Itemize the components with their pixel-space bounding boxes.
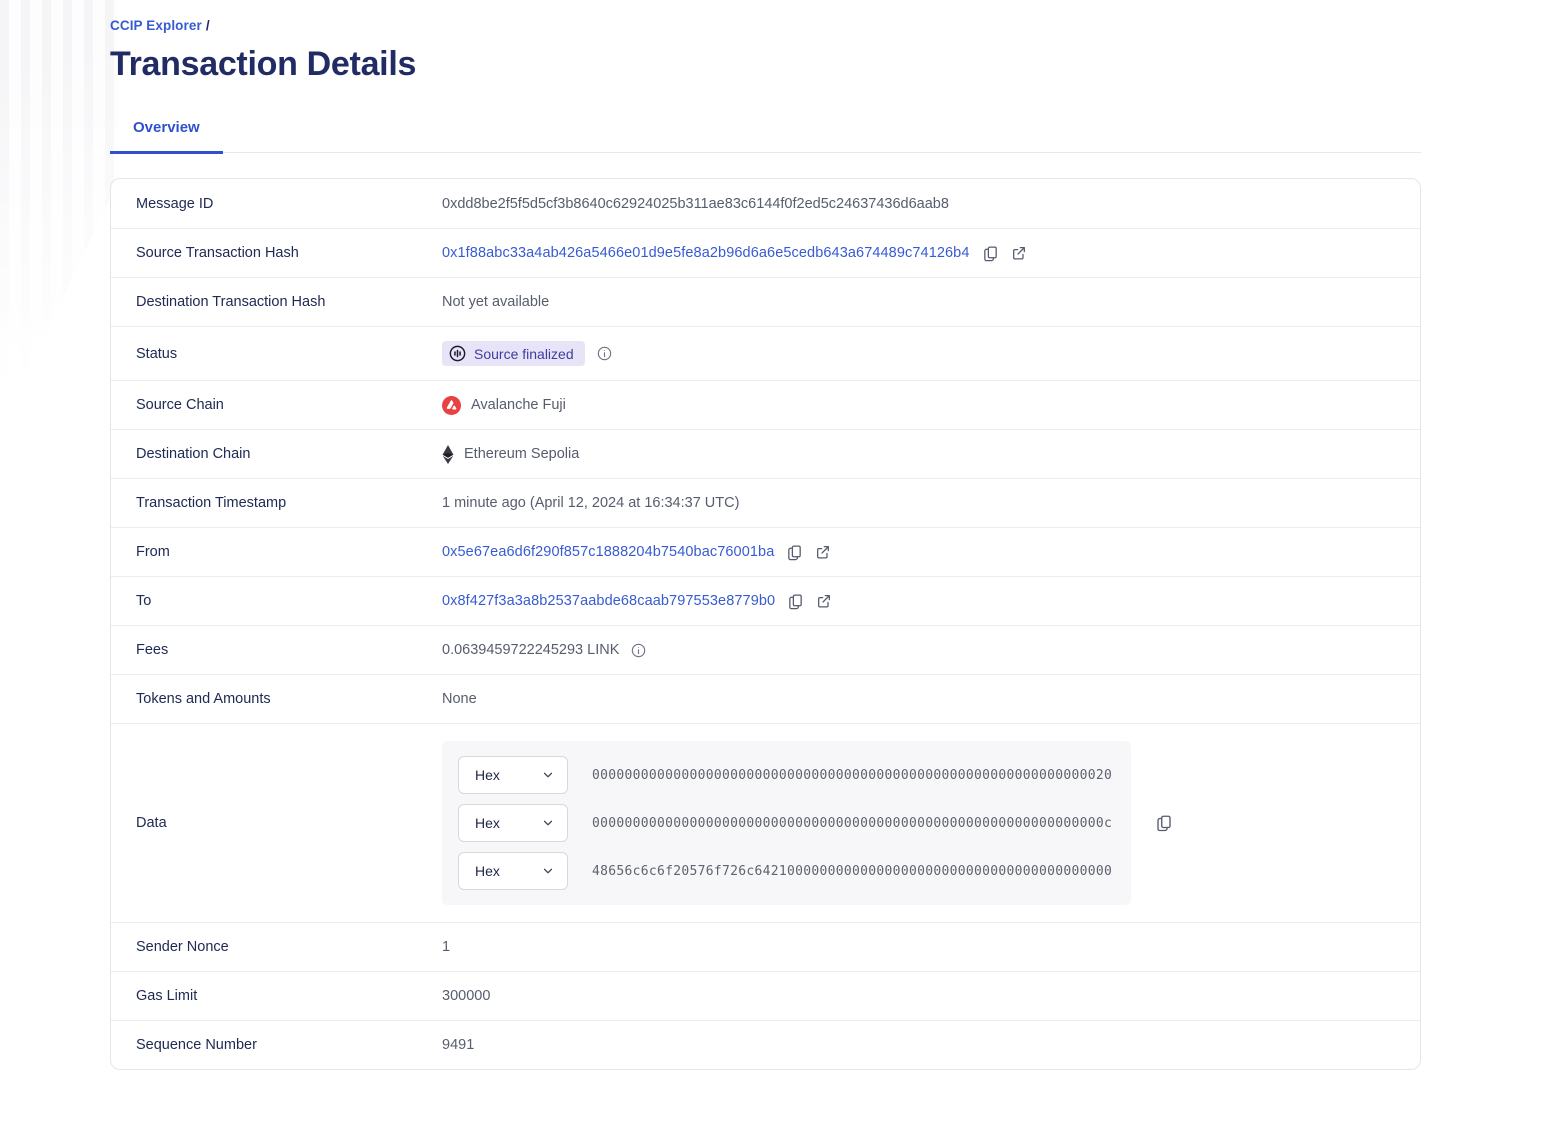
copy-icon	[1155, 814, 1173, 832]
row-tokens-and-amounts: Tokens and Amounts None	[111, 674, 1420, 723]
row-gas-limit: Gas Limit 300000	[111, 971, 1420, 1020]
ethereum-icon	[442, 444, 454, 464]
copy-button[interactable]	[786, 544, 803, 561]
external-link-button[interactable]	[1011, 245, 1027, 261]
tab-overview[interactable]: Overview	[110, 119, 223, 154]
copy-icon	[786, 544, 803, 561]
data-hex-viewer: Hex 000000000000000000000000000000000000…	[442, 741, 1131, 905]
breadcrumb-link-ccip-explorer[interactable]: CCIP Explorer	[110, 18, 202, 33]
destination-tx-hash-value: Not yet available	[442, 294, 550, 310]
transaction-details-card: Message ID 0xdd8be2f5f5d5cf3b8640c629240…	[110, 178, 1421, 1070]
row-label: From	[136, 544, 170, 560]
row-label: Transaction Timestamp	[136, 495, 287, 511]
data-hex-line: 48656c6c6f20576f726c64210000000000000000…	[592, 863, 1113, 879]
encoding-select-value: Hex	[475, 767, 500, 783]
page-title: Transaction Details	[110, 45, 417, 83]
row-source-transaction-hash: Source Transaction Hash 0x1f88abc33a4ab4…	[111, 228, 1420, 277]
timestamp-value: 1 minute ago (April 12, 2024 at 16:34:37…	[442, 495, 740, 511]
row-destination-transaction-hash: Destination Transaction Hash Not yet ava…	[111, 277, 1420, 326]
sequence-number-value: 9491	[442, 1037, 475, 1053]
source-chain-name: Avalanche Fuji	[471, 397, 566, 413]
tab-bar: Overview	[110, 119, 1421, 154]
row-label: To	[136, 593, 152, 609]
row-label: Sequence Number	[136, 1037, 257, 1053]
row-message-id: Message ID 0xdd8be2f5f5d5cf3b8640c629240…	[111, 179, 1420, 228]
status-badge-label: Source finalized	[474, 345, 574, 362]
row-label: Gas Limit	[136, 988, 198, 1004]
source-tx-hash-link[interactable]: 0x1f88abc33a4ab426a5466e01d9e5fe8a2b96d6…	[442, 245, 970, 261]
info-icon	[597, 346, 612, 361]
to-address-link[interactable]: 0x8f427f3a3a8b2537aabde68caab797553e8779…	[442, 593, 776, 609]
data-hex-line: 0000000000000000000000000000000000000000…	[592, 767, 1113, 783]
encoding-select[interactable]: Hex	[458, 804, 568, 842]
row-label: Status	[136, 345, 178, 362]
row-label: Data	[136, 815, 167, 831]
row-label: Destination Transaction Hash	[136, 294, 326, 310]
from-address-link[interactable]: 0x5e67ea6d6f290f857c1888204b7540bac76001…	[442, 544, 775, 560]
row-transaction-timestamp: Transaction Timestamp 1 minute ago (Apri…	[111, 478, 1420, 527]
row-sender-nonce: Sender Nonce 1	[111, 922, 1420, 971]
status-info-button[interactable]	[597, 346, 612, 361]
destination-chain-name: Ethereum Sepolia	[464, 446, 580, 462]
external-link-icon	[815, 544, 831, 560]
encoding-select-value: Hex	[475, 863, 500, 879]
row-label: Source Transaction Hash	[136, 245, 299, 261]
info-icon	[631, 643, 646, 658]
progress-circle-icon	[449, 345, 466, 362]
message-id-value: 0xdd8be2f5f5d5cf3b8640c62924025b311ae83c…	[442, 195, 949, 212]
gas-limit-value: 300000	[442, 988, 491, 1004]
row-fees: Fees 0.0639459722245293 LINK	[111, 625, 1420, 674]
tokens-value: None	[442, 691, 477, 707]
chevron-down-icon	[541, 864, 555, 878]
row-source-chain: Source Chain Avalanche Fuji	[111, 380, 1420, 429]
copy-icon	[787, 593, 804, 610]
fees-value: 0.0639459722245293 LINK	[442, 642, 620, 658]
row-to: To 0x8f427f3a3a8b2537aabde68caab797553e8…	[111, 576, 1420, 625]
background-stripes-decoration	[0, 0, 118, 430]
encoding-select[interactable]: Hex	[458, 852, 568, 890]
external-link-button[interactable]	[816, 593, 832, 609]
data-line: Hex 48656c6c6f20576f726c6421000000000000…	[458, 852, 1115, 890]
row-label: Sender Nonce	[136, 939, 229, 955]
status-badge: Source finalized	[442, 341, 585, 366]
external-link-icon	[816, 593, 832, 609]
external-link-button[interactable]	[815, 544, 831, 560]
sender-nonce-value: 1	[442, 939, 451, 955]
row-from: From 0x5e67ea6d6f290f857c1888204b7540bac…	[111, 527, 1420, 576]
external-link-icon	[1011, 245, 1027, 261]
breadcrumb-separator: /	[205, 18, 210, 33]
row-destination-chain: Destination Chain Ethereum Sepolia	[111, 429, 1420, 478]
data-line: Hex 000000000000000000000000000000000000…	[458, 756, 1115, 794]
row-label: Message ID	[136, 195, 214, 212]
row-label: Source Chain	[136, 397, 224, 413]
avalanche-icon	[442, 395, 461, 415]
breadcrumb: CCIP Explorer /	[110, 0, 1421, 33]
data-line: Hex 000000000000000000000000000000000000…	[458, 804, 1115, 842]
row-value: 0xdd8be2f5f5d5cf3b8640c62924025b311ae83c…	[442, 196, 949, 212]
row-data: Data Hex 0000000000000000000000000000000…	[111, 723, 1420, 922]
row-label: Destination Chain	[136, 446, 251, 462]
copy-button[interactable]	[982, 245, 999, 262]
row-sequence-number: Sequence Number 9491	[111, 1020, 1420, 1069]
fees-info-button[interactable]	[631, 643, 646, 658]
encoding-select[interactable]: Hex	[458, 756, 568, 794]
encoding-select-value: Hex	[475, 815, 500, 831]
row-status: Status Source finalized	[111, 326, 1420, 380]
copy-icon	[982, 245, 999, 262]
chevron-down-icon	[541, 768, 555, 782]
chevron-down-icon	[541, 816, 555, 830]
copy-data-button[interactable]	[1155, 814, 1173, 832]
copy-button[interactable]	[787, 593, 804, 610]
data-hex-line: 0000000000000000000000000000000000000000…	[592, 815, 1113, 831]
row-label: Tokens and Amounts	[136, 691, 271, 707]
row-label: Fees	[136, 642, 169, 658]
transaction-details-page: CCIP Explorer / Transaction Details Overv…	[110, 0, 1421, 1070]
